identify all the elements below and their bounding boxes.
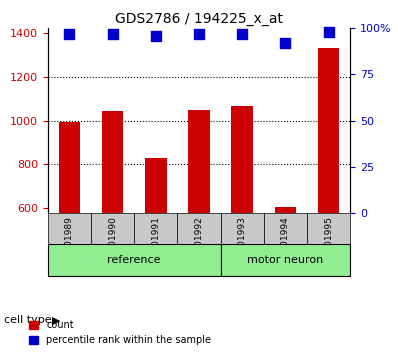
FancyBboxPatch shape: [220, 213, 264, 244]
Bar: [145, 158, 167, 213]
Text: GSM201994: GSM201994: [281, 216, 290, 271]
FancyBboxPatch shape: [134, 213, 178, 244]
FancyBboxPatch shape: [91, 213, 134, 244]
FancyBboxPatch shape: [178, 213, 220, 244]
Text: GSM201995: GSM201995: [324, 216, 333, 271]
Bar: [318, 48, 339, 213]
Text: cell type: cell type: [4, 315, 52, 325]
Text: GSM201989: GSM201989: [65, 216, 74, 271]
Bar: [231, 105, 253, 213]
FancyBboxPatch shape: [48, 244, 220, 276]
Text: motor neuron: motor neuron: [247, 255, 324, 265]
Text: GSM201992: GSM201992: [195, 216, 203, 271]
FancyBboxPatch shape: [220, 244, 350, 276]
Bar: [102, 111, 123, 213]
Point: [66, 31, 72, 37]
Text: GSM201990: GSM201990: [108, 216, 117, 271]
Bar: [275, 207, 296, 213]
Legend: count, percentile rank within the sample: count, percentile rank within the sample: [25, 316, 215, 349]
FancyBboxPatch shape: [48, 213, 91, 244]
Text: GSM201993: GSM201993: [238, 216, 247, 271]
Text: GSM201991: GSM201991: [151, 216, 160, 271]
Point: [196, 31, 202, 37]
Title: GDS2786 / 194225_x_at: GDS2786 / 194225_x_at: [115, 12, 283, 26]
FancyBboxPatch shape: [307, 213, 350, 244]
Point: [109, 31, 116, 37]
Bar: [59, 122, 80, 213]
Text: ▶: ▶: [52, 315, 60, 325]
Point: [152, 33, 159, 39]
FancyBboxPatch shape: [264, 213, 307, 244]
Point: [239, 31, 246, 37]
Text: reference: reference: [107, 255, 161, 265]
Bar: [188, 110, 210, 213]
Point: [282, 40, 289, 46]
Point: [326, 29, 332, 35]
